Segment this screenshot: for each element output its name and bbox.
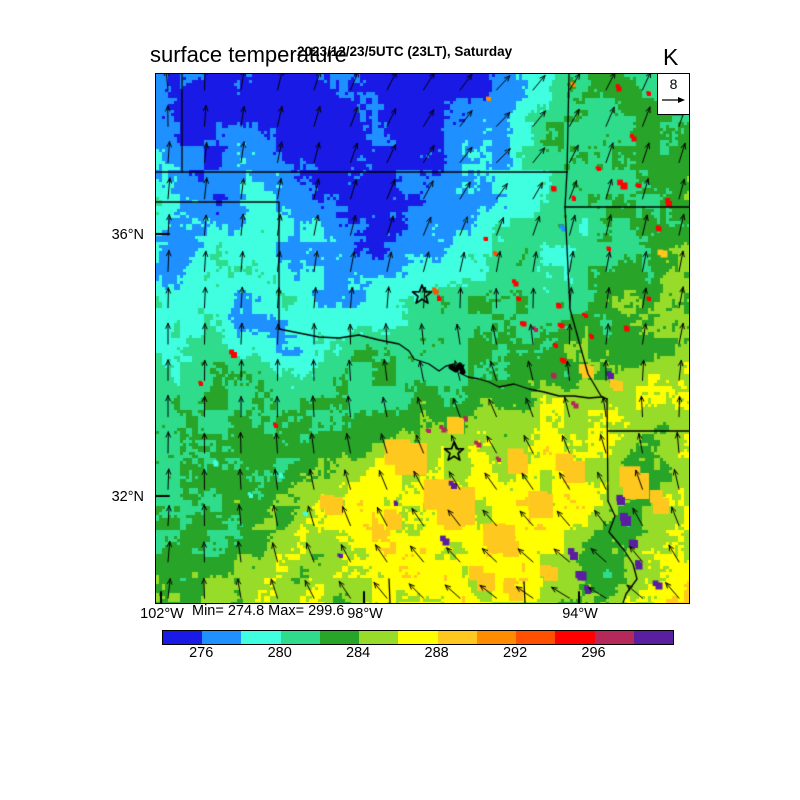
units-label: K [663,44,679,70]
lat-label-36n: 36°N [111,227,144,243]
colorbar-segment [594,631,634,644]
colorbar-tick-label: 288 [424,645,449,661]
reference-vector-box: 8 [657,74,689,115]
colorbar-segment [202,631,242,644]
map-canvas [156,74,689,603]
colorbar-segment [437,631,477,644]
colorbar-segment [319,631,360,644]
colorbar [162,630,674,645]
variable-title: surface temperature [150,42,347,67]
colorbar-tick-label: 292 [502,645,528,661]
colorbar-segment [241,631,281,644]
reference-arrow-icon [662,97,685,103]
colorbar-tick-label: 296 [581,645,606,661]
map-panel: 8 [155,73,690,604]
reference-vector-value: 8 [669,76,678,92]
colorbar-segment [163,631,203,644]
colorbar-tick-label: 284 [346,645,371,661]
lat-label-32n: 32°N [111,489,144,505]
lon-label-94w: 94°W [562,606,598,622]
colorbar-segment [359,631,399,644]
lon-label-102w: 102°W [140,606,184,622]
colorbar-tick-labels: 276 280 284 288 292 296 [162,645,672,663]
colorbar-segment [398,631,438,644]
colorbar-tick-label: 276 [189,645,214,661]
colorbar-segment [280,631,320,644]
colorbar-tick-label: 280 [267,645,292,661]
datetime-title: 2023/12/23/5UTC (23LT), Saturday [297,44,513,59]
lon-label-98w: 98°W [347,606,383,622]
colorbar-segment [633,631,674,644]
minmax-stats: Min= 274.8 Max= 299.6 [192,603,345,619]
colorbar-segment [555,631,595,644]
colorbar-segment [516,631,556,644]
colorbar-segment [476,631,517,644]
